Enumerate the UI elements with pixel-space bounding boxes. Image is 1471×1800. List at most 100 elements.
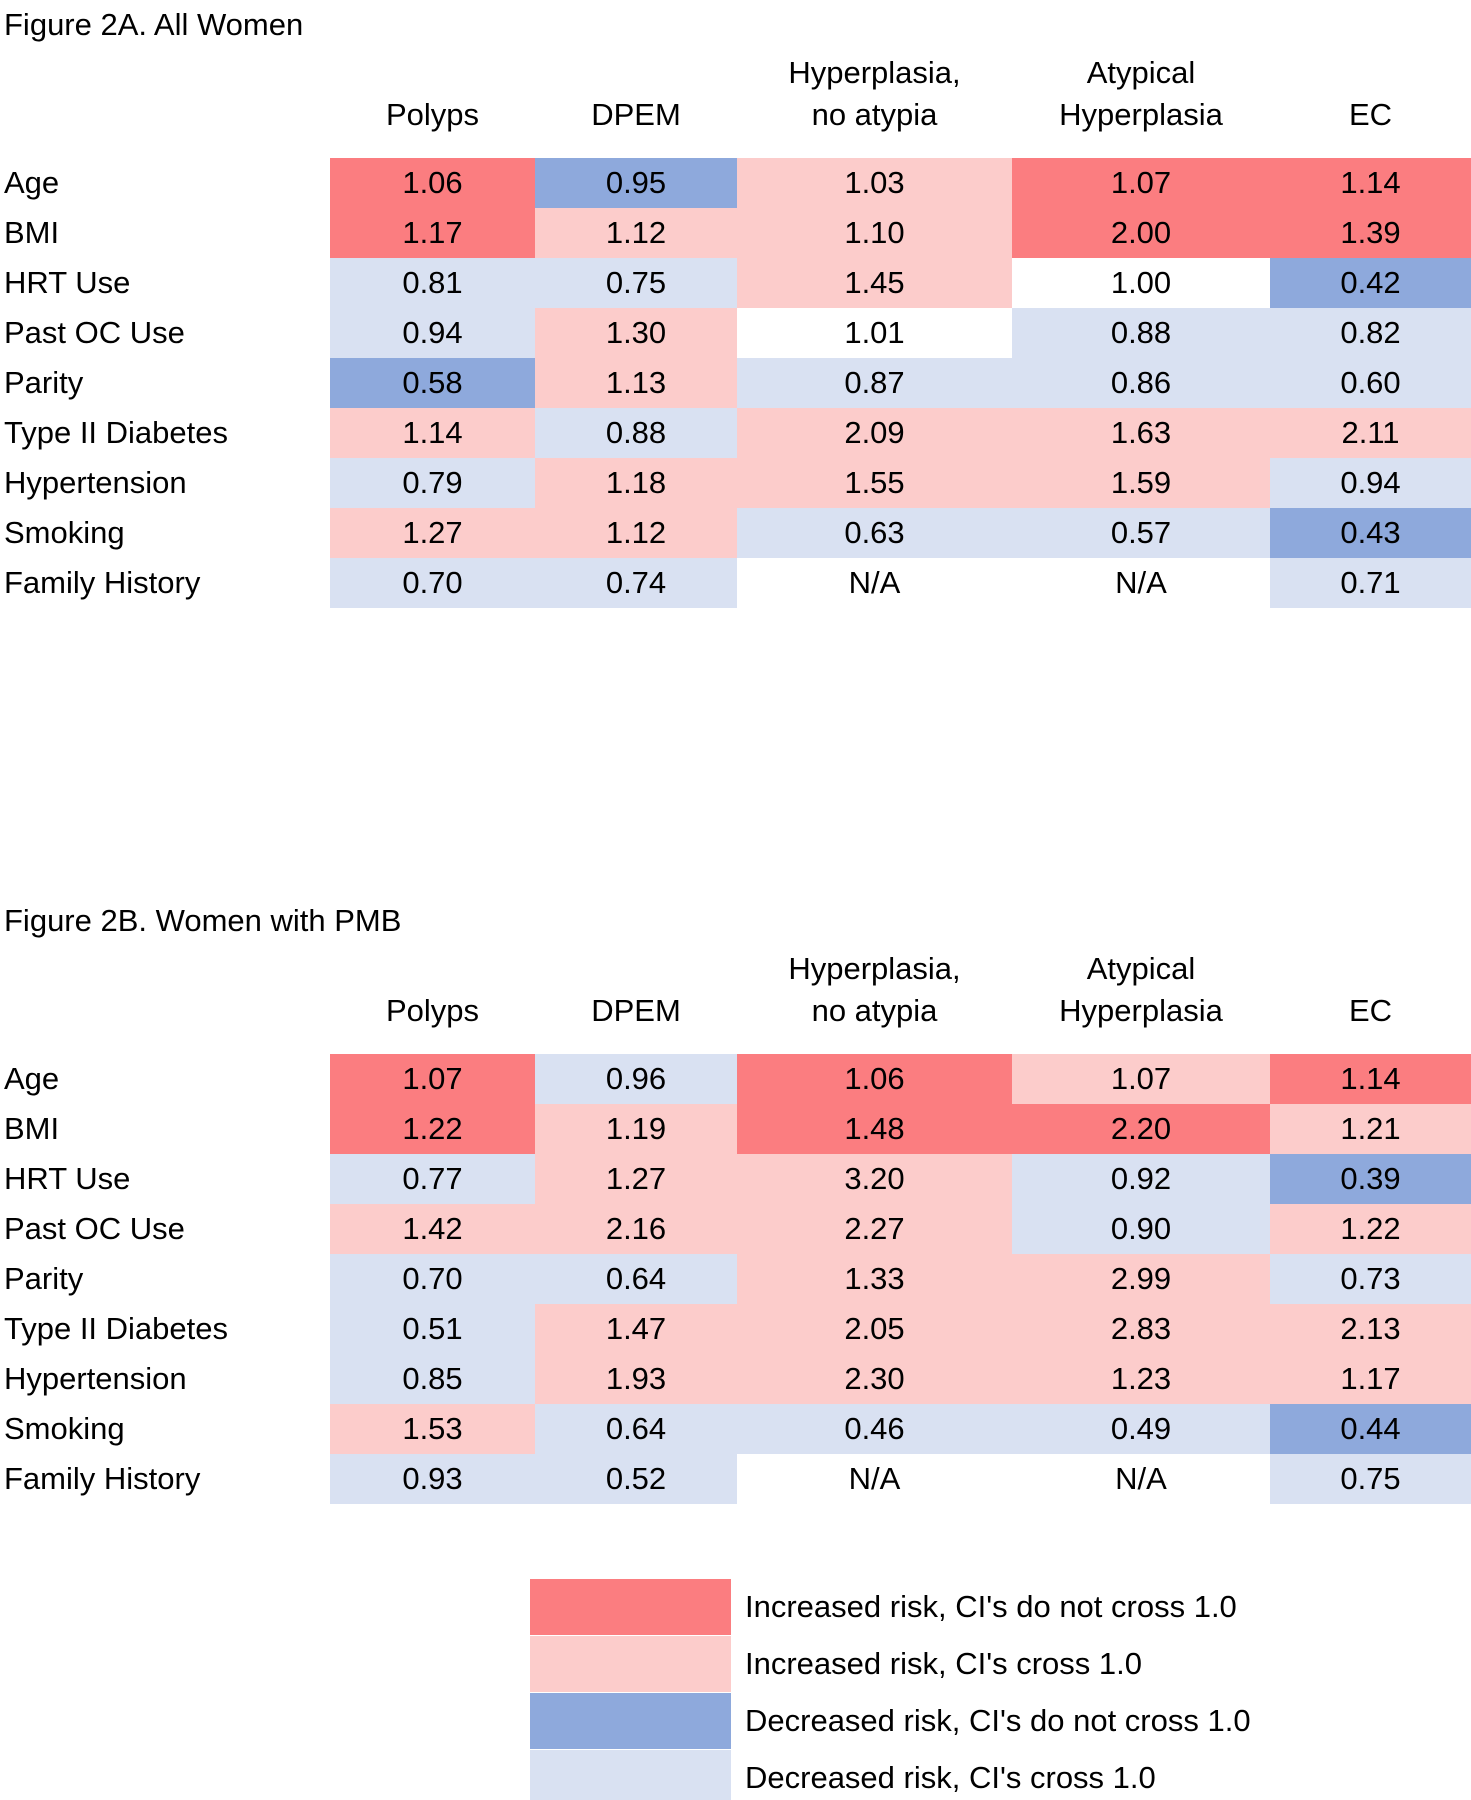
value-cell: 1.47 bbox=[535, 1304, 737, 1354]
value-cell: 1.14 bbox=[1270, 158, 1471, 208]
value-cell: 2.99 bbox=[1012, 1254, 1270, 1304]
value-cell: 1.06 bbox=[330, 158, 535, 208]
value-cell: 0.64 bbox=[535, 1254, 737, 1304]
value-cell: 1.19 bbox=[535, 1104, 737, 1154]
legend-row: Increased risk, CI's do not cross 1.0 bbox=[530, 1578, 1471, 1635]
value-cell: 2.30 bbox=[737, 1354, 1012, 1404]
table-row: Family History 0.70 0.74 N/A N/A 0.71 bbox=[0, 558, 1471, 608]
value-cell: 0.94 bbox=[1270, 458, 1471, 508]
value-cell: 1.07 bbox=[1012, 1054, 1270, 1104]
value-cell: 1.59 bbox=[1012, 458, 1270, 508]
figure-2a-title: Figure 2A. All Women bbox=[4, 7, 304, 42]
column-header: Hyperplasia, bbox=[788, 951, 961, 986]
value-cell: 3.20 bbox=[737, 1154, 1012, 1204]
column-header: Polyps bbox=[385, 993, 480, 1028]
value-cell: 1.14 bbox=[1270, 1054, 1471, 1104]
header-row: Hyperplasia, Atypical bbox=[0, 52, 1471, 94]
figure-2b-heatmap: Hyperplasia, Atypical Polyps DPEM no atypia H… bbox=[0, 948, 1471, 1504]
table-row: Family History 0.93 0.52 N/A N/A 0.75 bbox=[0, 1454, 1471, 1504]
figure-2b-section: Figure 2B. Women with PMB Hyperplasia, At… bbox=[0, 896, 1471, 1504]
value-cell: 2.20 bbox=[1012, 1104, 1270, 1154]
value-cell: 0.77 bbox=[330, 1154, 535, 1204]
column-header bbox=[1270, 948, 1471, 990]
value-cell: 1.07 bbox=[1012, 158, 1270, 208]
table-row: Parity 0.58 1.13 0.87 0.86 0.60 bbox=[0, 358, 1471, 408]
value-cell: 2.27 bbox=[737, 1204, 1012, 1254]
value-cell: 1.17 bbox=[330, 208, 535, 258]
row-label: Family History bbox=[4, 565, 201, 600]
column-header bbox=[1270, 52, 1471, 94]
table-row: Parity 0.70 0.64 1.33 2.99 0.73 bbox=[0, 1254, 1471, 1304]
row-label: Type II Diabetes bbox=[4, 415, 229, 450]
value-cell: 0.93 bbox=[330, 1454, 535, 1504]
value-cell: 0.75 bbox=[535, 258, 737, 308]
legend-swatch bbox=[530, 1578, 731, 1635]
table-row: BMI 1.17 1.12 1.10 2.00 1.39 bbox=[0, 208, 1471, 258]
value-cell: N/A bbox=[1012, 558, 1270, 608]
column-header: Hyperplasia, bbox=[788, 55, 961, 90]
header-row: Polyps DPEM no atypia Hyperplasia EC bbox=[0, 990, 1471, 1032]
value-cell: 0.75 bbox=[1270, 1454, 1471, 1504]
value-cell: 1.00 bbox=[1012, 258, 1270, 308]
table-row: Type II Diabetes 0.51 1.47 2.05 2.83 2.13 bbox=[0, 1304, 1471, 1354]
table-row: BMI 1.22 1.19 1.48 2.20 1.21 bbox=[0, 1104, 1471, 1154]
value-cell: 0.85 bbox=[330, 1354, 535, 1404]
value-cell: 0.73 bbox=[1270, 1254, 1471, 1304]
value-cell: 0.60 bbox=[1270, 358, 1471, 408]
row-label: Hypertension bbox=[4, 1361, 187, 1396]
column-header: Polyps bbox=[385, 97, 480, 132]
value-cell: 0.92 bbox=[1012, 1154, 1270, 1204]
value-cell: 0.63 bbox=[737, 508, 1012, 558]
legend-row: Decreased risk, CI's do not cross 1.0 bbox=[530, 1692, 1471, 1749]
value-cell: 1.07 bbox=[330, 1054, 535, 1104]
value-cell: 1.14 bbox=[330, 408, 535, 458]
column-header: Hyperplasia bbox=[1059, 993, 1223, 1028]
value-cell: 2.11 bbox=[1270, 408, 1471, 458]
value-cell: 2.00 bbox=[1012, 208, 1270, 258]
table-row: Smoking 1.53 0.64 0.46 0.49 0.44 bbox=[0, 1404, 1471, 1454]
header-row: Hyperplasia, Atypical bbox=[0, 948, 1471, 990]
value-cell: 1.06 bbox=[737, 1054, 1012, 1104]
value-cell: 1.01 bbox=[737, 308, 1012, 358]
value-cell: 1.21 bbox=[1270, 1104, 1471, 1154]
value-cell: 0.43 bbox=[1270, 508, 1471, 558]
value-cell: 1.93 bbox=[535, 1354, 737, 1404]
value-cell: 0.64 bbox=[535, 1404, 737, 1454]
value-cell: 0.95 bbox=[535, 158, 737, 208]
column-header bbox=[330, 52, 535, 94]
header-spacer bbox=[0, 52, 330, 94]
value-cell: 1.12 bbox=[535, 208, 737, 258]
legend-row: Decreased risk, CI's cross 1.0 bbox=[530, 1749, 1471, 1800]
column-header: DPEM bbox=[591, 97, 681, 132]
legend-swatch bbox=[530, 1635, 731, 1692]
legend: Increased risk, CI's do not cross 1.0 Inc… bbox=[530, 1578, 1471, 1800]
value-cell: 0.82 bbox=[1270, 308, 1471, 358]
row-label: Hypertension bbox=[4, 465, 187, 500]
value-cell: 0.81 bbox=[330, 258, 535, 308]
row-label: Smoking bbox=[4, 1411, 125, 1446]
value-cell: 2.16 bbox=[535, 1204, 737, 1254]
column-header bbox=[535, 52, 737, 94]
value-cell: 0.88 bbox=[535, 408, 737, 458]
value-cell: 0.71 bbox=[1270, 558, 1471, 608]
column-header bbox=[535, 948, 737, 990]
column-header: Atypical bbox=[1086, 951, 1196, 986]
value-cell: 1.27 bbox=[535, 1154, 737, 1204]
value-cell: 0.94 bbox=[330, 308, 535, 358]
value-cell: 0.46 bbox=[737, 1404, 1012, 1454]
table-row: Hypertension 0.85 1.93 2.30 1.23 1.17 bbox=[0, 1354, 1471, 1404]
table-row: Past OC Use 0.94 1.30 1.01 0.88 0.82 bbox=[0, 308, 1471, 358]
value-cell: 0.42 bbox=[1270, 258, 1471, 308]
value-cell: 1.45 bbox=[737, 258, 1012, 308]
value-cell: 0.39 bbox=[1270, 1154, 1471, 1204]
header-spacer bbox=[0, 948, 330, 990]
value-cell: 0.70 bbox=[330, 558, 535, 608]
row-label: Past OC Use bbox=[4, 315, 185, 350]
value-cell: 1.12 bbox=[535, 508, 737, 558]
legend-swatch bbox=[530, 1749, 731, 1800]
value-cell: 1.33 bbox=[737, 1254, 1012, 1304]
legend-label: Increased risk, CI's do not cross 1.0 bbox=[745, 1589, 1237, 1624]
value-cell: 0.70 bbox=[330, 1254, 535, 1304]
value-cell: 1.17 bbox=[1270, 1354, 1471, 1404]
value-cell: 0.57 bbox=[1012, 508, 1270, 558]
